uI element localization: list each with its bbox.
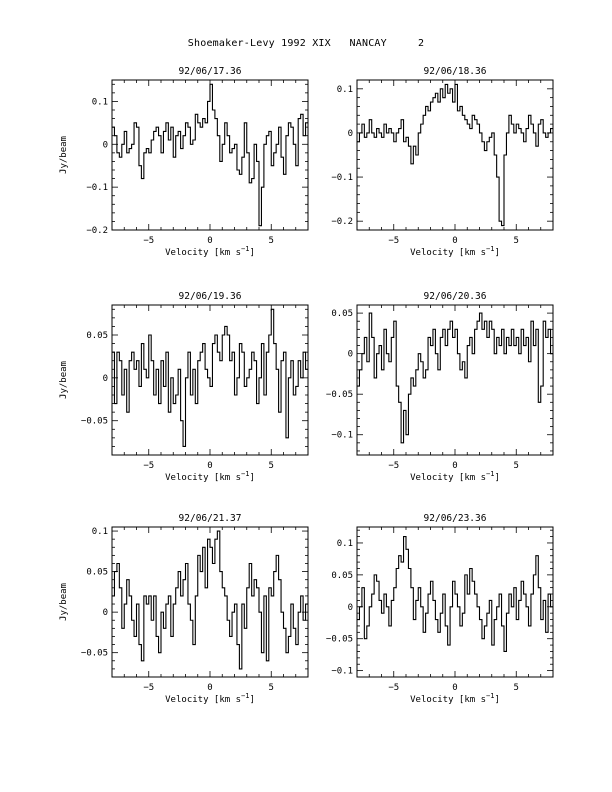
y-tick-label: 0: [103, 140, 108, 150]
y-tick-label: 0: [348, 350, 353, 360]
x-tick-label: 5: [269, 236, 274, 246]
panel-title: 92/06/21.37: [179, 513, 242, 524]
x-tick-label: −5: [388, 461, 399, 471]
spectrum-panel-3: −5 0 5 −0.05 0 0.05 92/06/19.36 Velocity [km s−…: [59, 291, 309, 483]
x-axis-label: Velocity [km s−1]: [165, 245, 255, 258]
x-axis-label: Velocity [km s−1]: [410, 245, 500, 258]
x-tick-label: −5: [143, 236, 154, 246]
x-tick-label: 0: [452, 236, 457, 246]
x-tick-label: 0: [207, 461, 212, 471]
panel-title: 92/06/19.36: [179, 291, 242, 302]
x-tick-label: −5: [388, 683, 399, 693]
y-axis-label: Jy/beam: [59, 136, 69, 174]
y-tick-label: 0: [103, 608, 108, 618]
panel-title: 92/06/23.36: [424, 513, 487, 524]
y-tick-label: −0.1: [331, 431, 353, 441]
y-tick-label: −0.05: [326, 635, 353, 645]
y-tick-label: 0.05: [86, 568, 108, 578]
plot-frame: [356, 304, 554, 456]
y-tick-label: 0.1: [337, 539, 353, 549]
y-tick-label: 0: [348, 129, 353, 139]
spectrum-line: [112, 83, 308, 227]
spectrum-panel-5: −5 0 5 −0.05 0 0.05 0.1 92/06/21.37 Velocity [km…: [59, 513, 309, 705]
spectrum-line: [357, 83, 553, 227]
panel-title: 92/06/18.36: [424, 66, 487, 77]
spectrum-panel-2: −5 0 5 −0.2 −0.1 0 0.1 92/06/18.36 Velocity [km …: [331, 66, 554, 258]
y-tick-label: −0.05: [81, 649, 108, 659]
spectrum-line: [357, 312, 553, 444]
x-tick-label: 5: [269, 461, 274, 471]
y-tick-label: −0.05: [326, 390, 353, 400]
y-axis-label: Jy/beam: [59, 583, 69, 621]
y-tick-label: 0: [348, 603, 353, 613]
y-tick-label: 0.1: [337, 85, 353, 95]
spectrum-panel-6: −5 0 5 −0.1 −0.05 0 0.05 0.1 92/06/23.36 Velocity…: [326, 513, 554, 705]
y-tick-label: 0.05: [331, 571, 353, 581]
y-tick-label: −0.1: [331, 173, 353, 183]
y-tick-label: −0.1: [86, 183, 108, 193]
y-tick-label: 0.1: [92, 97, 108, 107]
x-tick-label: 0: [207, 683, 212, 693]
x-tick-label: 0: [207, 236, 212, 246]
spectrum-line: [357, 536, 553, 653]
spectrum-panel-1: −5 0 5 −0.2 −0.1 0 0.1 92/06/17.36 Velocity [km …: [59, 66, 309, 258]
x-axis-label: Velocity [km s−1]: [410, 470, 500, 483]
panel-title: 92/06/17.36: [179, 66, 242, 77]
x-axis-label: Velocity [km s−1]: [165, 692, 255, 705]
x-tick-label: 0: [452, 683, 457, 693]
y-tick-label: 0: [103, 374, 108, 384]
y-axis-label: Jy/beam: [59, 361, 69, 399]
x-tick-label: −5: [388, 236, 399, 246]
x-axis-label: Velocity [km s−1]: [410, 692, 500, 705]
panel-title: 92/06/20.36: [424, 291, 487, 302]
plot-frame: [111, 79, 309, 231]
y-tick-label: 0.1: [92, 527, 108, 537]
x-tick-label: −5: [143, 683, 154, 693]
y-tick-label: 0.05: [331, 309, 353, 319]
spectrum-line: [112, 308, 308, 447]
spectrum-line: [112, 530, 308, 670]
x-tick-label: 0: [452, 461, 457, 471]
x-axis-label: Velocity [km s−1]: [165, 470, 255, 483]
y-tick-label: −0.2: [86, 226, 108, 236]
page-title: Shoemaker-Levy 1992 XIX NANCAY 2: [187, 38, 425, 49]
y-tick-label: −0.05: [81, 417, 108, 427]
spectrum-panel-4: −5 0 5 −0.1 −0.05 0 0.05 92/06/20.36 Velocity [k…: [326, 291, 554, 483]
y-tick-label: −0.2: [331, 217, 353, 227]
x-tick-label: 5: [514, 236, 519, 246]
y-tick-label: −0.1: [331, 667, 353, 677]
x-tick-label: −5: [143, 461, 154, 471]
y-tick-label: 0.05: [86, 331, 108, 341]
x-tick-label: 5: [514, 461, 519, 471]
x-tick-label: 5: [514, 683, 519, 693]
x-tick-label: 5: [269, 683, 274, 693]
